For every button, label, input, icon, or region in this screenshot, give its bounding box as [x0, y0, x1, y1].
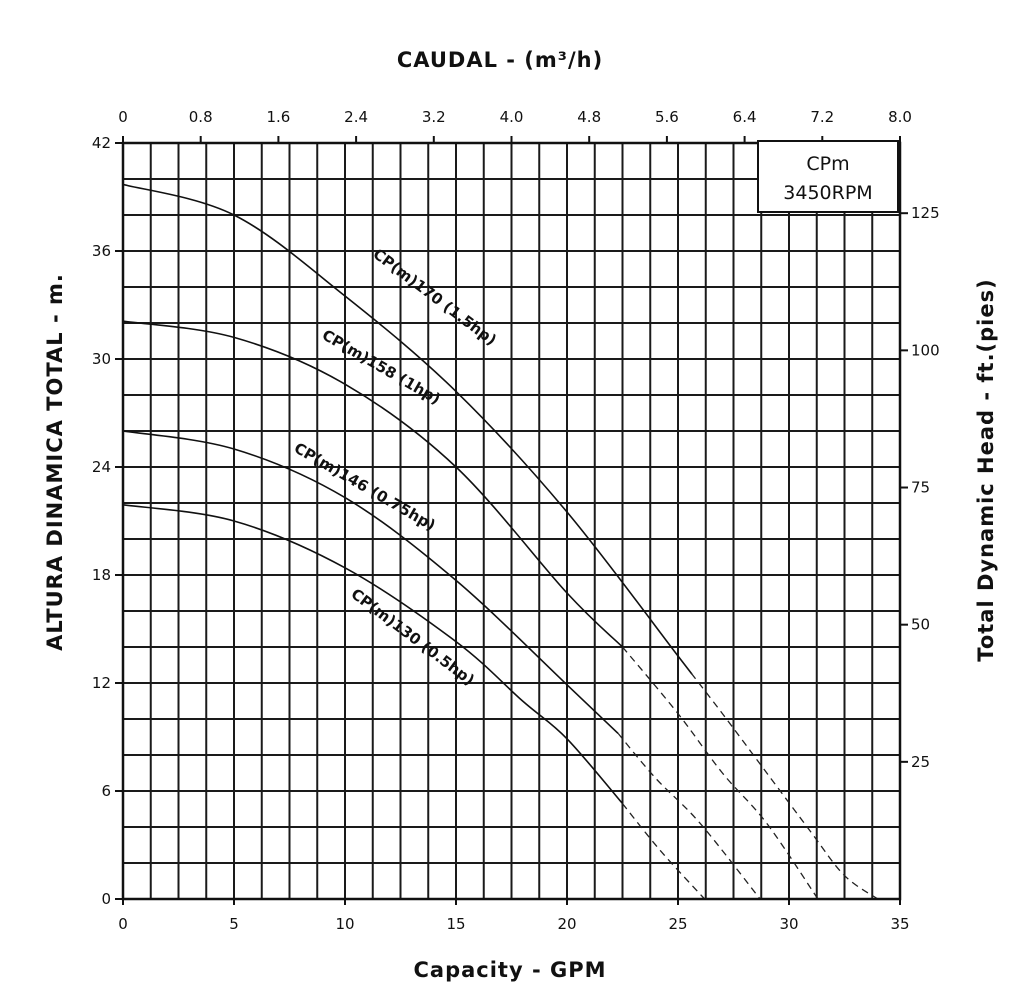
curve-label-170: CP(m)170 (1.5hp): [370, 245, 500, 349]
legend-box-line2: 3450RPM: [783, 182, 872, 204]
x-top-tick-label: 0: [118, 108, 128, 126]
x-bottom-tick-label: 25: [668, 915, 687, 933]
y-left-tick-label: 30: [92, 350, 111, 368]
legend-box-frame: [757, 140, 899, 213]
x-bottom-tick-label: 0: [118, 915, 128, 933]
performance-curves: [122, 183, 879, 900]
x-top-tick-label: 3.2: [422, 108, 446, 126]
curve-solid-0: [122, 183, 693, 675]
y-right-tick-label: 50: [911, 616, 930, 634]
left-axis-title: ALTURA DINAMICA TOTAL - m.: [43, 273, 67, 651]
curve-dashed-2: [617, 732, 761, 900]
top-axis-title: CAUDAL - (m³/h): [397, 48, 603, 72]
plot-frame: [121, 141, 902, 901]
curve-solid-3: [122, 504, 624, 805]
y-right-tick-label: 100: [911, 341, 940, 359]
curve-dashed-1: [622, 646, 819, 900]
y-left-tick-label: 36: [92, 242, 111, 260]
x-top-tick-label: 8.0: [888, 108, 912, 126]
legend-box-line1: CPm: [806, 153, 849, 175]
y-left-tick-label: 12: [92, 674, 111, 692]
x-bottom-tick-label: 35: [890, 915, 909, 933]
y-right-tick-label: 125: [911, 204, 940, 222]
x-bottom-tick-label: 30: [779, 915, 798, 933]
x-top-tick-label: 5.6: [655, 108, 679, 126]
curve-dashed-3: [621, 803, 706, 900]
curve-dashed-0: [690, 672, 879, 900]
y-left-tick-label: 42: [92, 134, 111, 152]
y-left-tick-label: 18: [92, 566, 111, 584]
x-bottom-tick-label: 10: [335, 915, 354, 933]
x-top-tick-label: 4.0: [500, 108, 524, 126]
x-top-tick-label: 2.4: [344, 108, 368, 126]
x-bottom-tick-label: 20: [557, 915, 576, 933]
grid: [122, 142, 901, 900]
y-left-tick-label: 0: [101, 890, 111, 908]
bottom-axis-title: Capacity - GPM: [413, 958, 606, 982]
x-bottom-tick-label: 5: [229, 915, 239, 933]
x-top-tick-label: 6.4: [733, 108, 757, 126]
x-top-tick-label: 7.2: [810, 108, 834, 126]
curve-label-146: CP(m)146 (0.75hp): [291, 439, 439, 535]
curve-solid-1: [122, 320, 624, 648]
x-top-tick-label: 0.8: [189, 108, 213, 126]
x-top-tick-label: 4.8: [577, 108, 601, 126]
y-left-tick-label: 6: [101, 782, 111, 800]
y-right-tick-label: 75: [911, 479, 930, 497]
axes: 0 5 10 15 20 25 30 35 0 0.8 1.6 2.4 3.2 4.0 4.8 5.6 6.4 7…: [92, 108, 940, 933]
x-top-tick-label: 1.6: [266, 108, 290, 126]
y-left-tick-label: 24: [92, 458, 111, 476]
y-right-tick-label: 25: [911, 753, 930, 771]
curve-label-130: CP(m)130 (0.5hp): [348, 585, 478, 689]
legend-box: CPm 3450RPM: [757, 140, 899, 213]
right-axis-title: Total Dynamic Head - ft.(pies): [974, 278, 998, 661]
x-bottom-tick-label: 15: [446, 915, 465, 933]
curve-solid-2: [122, 430, 619, 734]
